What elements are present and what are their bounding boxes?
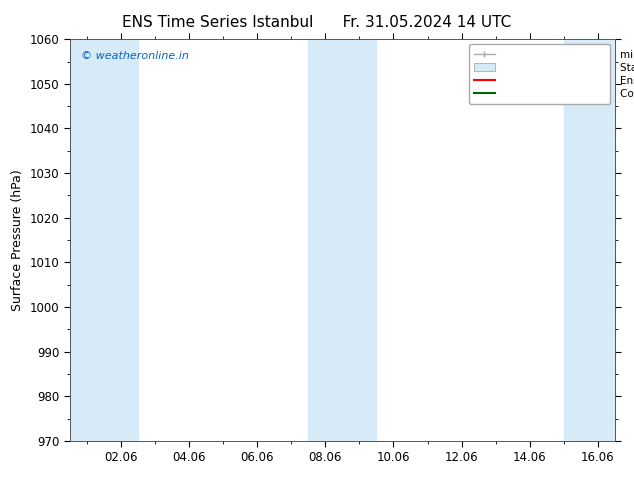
Y-axis label: Surface Pressure (hPa): Surface Pressure (hPa): [11, 169, 24, 311]
Bar: [564, 39, 615, 441]
Bar: [70, 39, 138, 441]
Text: © weatheronline.in: © weatheronline.in: [81, 51, 188, 61]
Bar: [308, 39, 377, 441]
Legend: min/max, Standard deviation, Ensemble mean run, Controll run: min/max, Standard deviation, Ensemble me…: [469, 45, 610, 104]
Text: ENS Time Series Istanbul      Fr. 31.05.2024 14 UTC: ENS Time Series Istanbul Fr. 31.05.2024 …: [122, 15, 512, 30]
